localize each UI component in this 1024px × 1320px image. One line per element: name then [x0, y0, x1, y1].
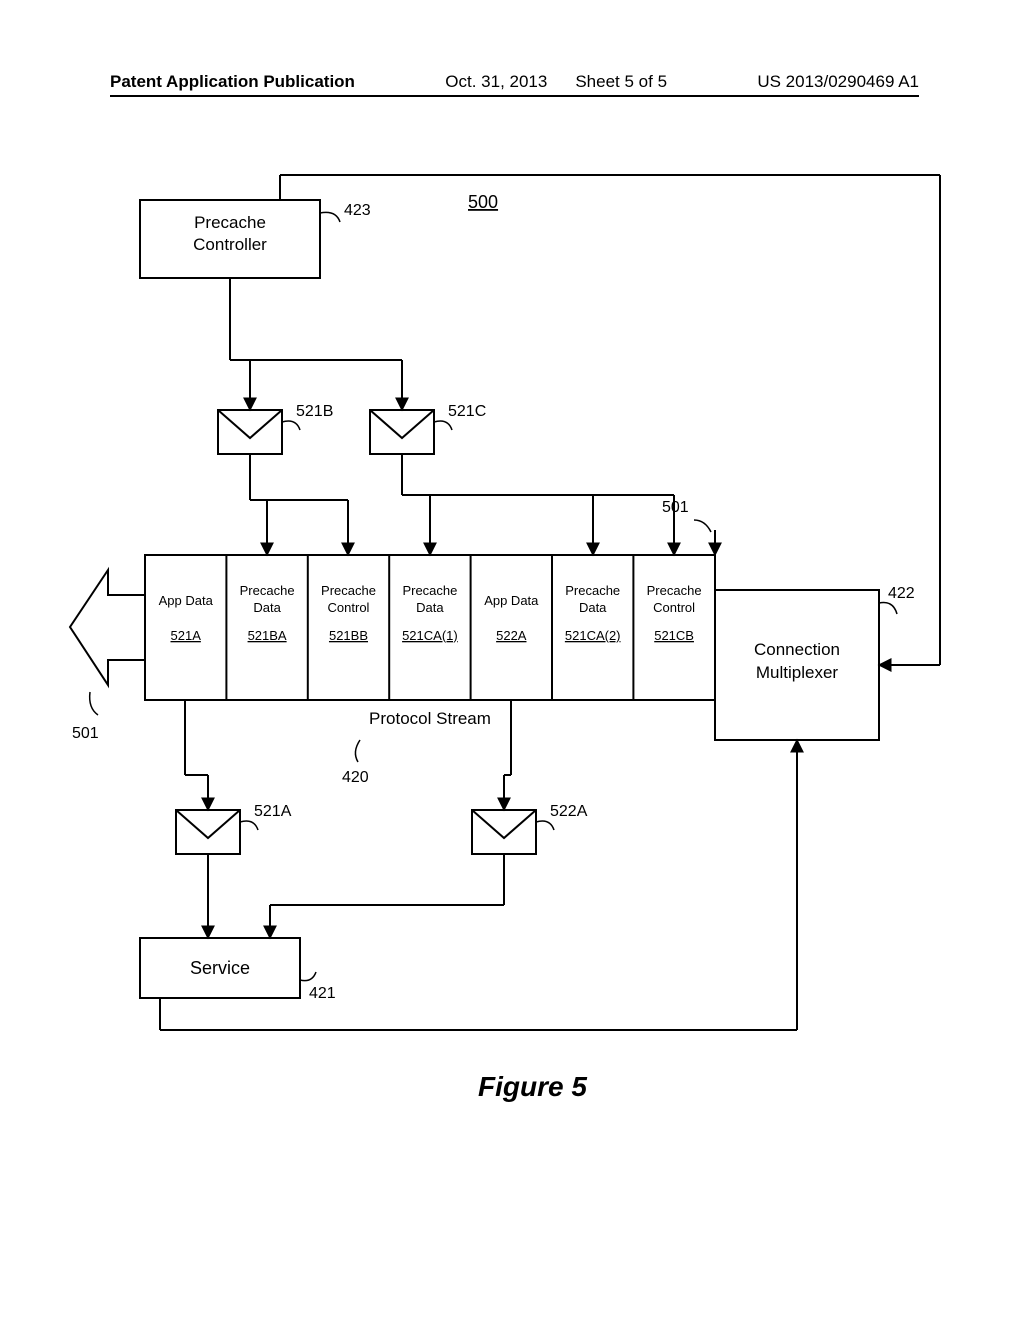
svg-text:521A: 521A: [254, 803, 292, 820]
figure-diagram: 500 Precache Controller 423 Connection M…: [0, 0, 1024, 1320]
svg-text:521B: 521B: [296, 403, 333, 420]
svg-text:Connection: Connection: [754, 640, 840, 659]
svg-text:Control: Control: [328, 600, 370, 615]
svg-text:521BB: 521BB: [329, 628, 368, 643]
svg-text:420: 420: [342, 769, 369, 786]
svg-text:Precache: Precache: [565, 583, 620, 598]
envelope-522A: 522A: [472, 803, 588, 854]
svg-text:Data: Data: [579, 600, 607, 615]
precache-controller-box: Precache Controller 423: [140, 200, 371, 278]
svg-text:Precache: Precache: [240, 583, 295, 598]
svg-text:Precache: Precache: [194, 213, 266, 232]
svg-text:Control: Control: [653, 600, 695, 615]
svg-text:522A: 522A: [496, 628, 527, 643]
svg-text:Service: Service: [190, 958, 250, 978]
svg-text:Multiplexer: Multiplexer: [756, 663, 839, 682]
svg-text:Protocol Stream: Protocol Stream: [369, 709, 491, 728]
svg-text:Data: Data: [253, 600, 281, 615]
svg-text:522A: 522A: [550, 803, 588, 820]
svg-text:421: 421: [309, 985, 336, 1002]
svg-text:Controller: Controller: [193, 235, 267, 254]
ref-500: 500: [468, 192, 498, 212]
svg-text:521CA(2): 521CA(2): [565, 628, 621, 643]
page: Patent Application Publication Oct. 31, …: [0, 0, 1024, 1320]
envelope-521A: 521A: [176, 803, 292, 854]
svg-text:Precache: Precache: [402, 583, 457, 598]
svg-text:Data: Data: [416, 600, 444, 615]
service-box: Service 421: [140, 938, 336, 1002]
svg-text:521BA: 521BA: [248, 628, 287, 643]
envelope-521B: 521B: [218, 403, 333, 454]
svg-text:521A: 521A: [171, 628, 202, 643]
svg-text:521CA(1): 521CA(1): [402, 628, 458, 643]
svg-text:Precache: Precache: [647, 583, 702, 598]
figure-caption: Figure 5: [478, 1071, 587, 1102]
svg-text:App Data: App Data: [484, 593, 539, 608]
svg-text:422: 422: [888, 585, 915, 602]
svg-text:Precache: Precache: [321, 583, 376, 598]
svg-text:501: 501: [72, 725, 99, 742]
svg-text:521CB: 521CB: [654, 628, 694, 643]
protocol-stream: 501 501 Protocol Stream 420 App Data 521…: [70, 499, 715, 786]
svg-text:521C: 521C: [448, 403, 486, 420]
svg-text:App Data: App Data: [159, 593, 214, 608]
envelope-521C: 521C: [370, 403, 486, 454]
svg-text:423: 423: [344, 202, 371, 219]
svg-text:501: 501: [662, 499, 689, 516]
connection-multiplexer-box: Connection Multiplexer 422: [715, 585, 915, 740]
